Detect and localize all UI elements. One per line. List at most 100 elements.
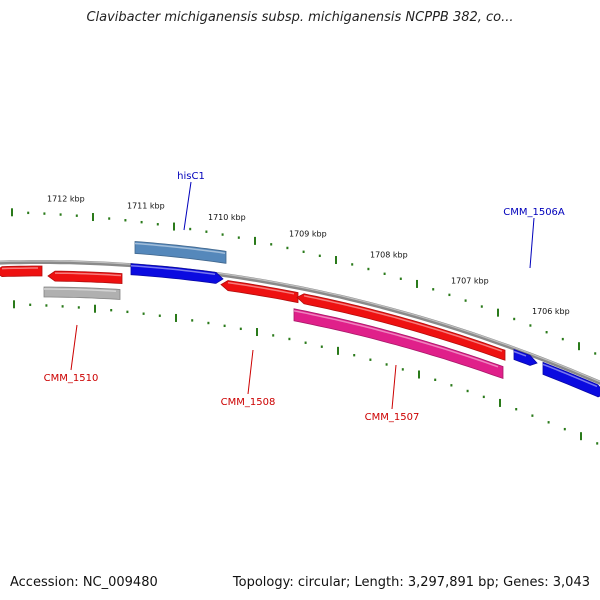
gene-feature-body[interactable] bbox=[134, 241, 227, 264]
gene-label-leaders bbox=[70, 181, 535, 410]
gene-label[interactable]: CMM_1510 bbox=[44, 373, 99, 384]
scale-tick-labels: 1712 kbp 1711 kbp 1710 kbp 1709 kbp 1708 kbp… bbox=[47, 195, 570, 316]
scale-dot bbox=[77, 306, 80, 309]
gene-label-leader bbox=[529, 217, 535, 269]
scale-dot bbox=[497, 308, 499, 317]
scale-dot bbox=[335, 256, 337, 265]
gene-feature-cmm1510_gray[interactable] bbox=[43, 286, 121, 300]
scale-dot bbox=[401, 368, 404, 371]
scale-dot bbox=[11, 208, 13, 217]
gene-feature-highlight bbox=[513, 350, 527, 357]
lower-scale-dots bbox=[13, 300, 599, 445]
scale-dot bbox=[270, 243, 273, 246]
scale-dot bbox=[140, 220, 143, 224]
scale-dot bbox=[45, 304, 48, 307]
gene-feature-body[interactable] bbox=[542, 361, 600, 398]
gene-feature-highlight bbox=[293, 310, 499, 368]
gene-feature-hisc1_steel[interactable] bbox=[134, 241, 227, 264]
scale-tick-label: 1712 kbp bbox=[47, 195, 85, 204]
scale-dot bbox=[367, 267, 370, 271]
scale-dot bbox=[191, 319, 194, 322]
gene-feature-cmm1507_pink[interactable] bbox=[293, 308, 504, 380]
gene-feature-highlight bbox=[54, 272, 122, 277]
gene-label[interactable]: CMM_1507 bbox=[365, 412, 420, 423]
gene-feature-body[interactable] bbox=[293, 308, 504, 380]
scale-dot bbox=[61, 305, 64, 308]
scale-dot bbox=[318, 254, 321, 258]
scale-dot bbox=[142, 312, 145, 315]
map-title: Clavibacter michiganensis subsp. michiga… bbox=[86, 10, 514, 25]
gene-feature-highlight bbox=[542, 363, 598, 388]
scale-dot bbox=[254, 236, 256, 245]
scale-dot bbox=[124, 219, 127, 222]
scale-dot bbox=[337, 346, 339, 355]
scale-dot bbox=[189, 227, 192, 231]
scale-dot bbox=[432, 288, 435, 291]
scale-dot bbox=[561, 337, 564, 341]
accession-text: Accession: NC_009480 bbox=[10, 575, 158, 590]
scale-dot bbox=[223, 324, 226, 328]
scale-dot bbox=[29, 303, 32, 306]
gene-feature-hisc1_blue[interactable] bbox=[130, 263, 224, 284]
scale-tick-label: 1706 kbp bbox=[532, 307, 570, 316]
gene-features[interactable] bbox=[0, 241, 600, 398]
scale-dot bbox=[237, 236, 240, 239]
gene-feature-highlight bbox=[134, 242, 226, 254]
gene-feature-highlight bbox=[44, 288, 117, 292]
scale-tick-label: 1711 kbp bbox=[127, 201, 165, 210]
scale-dot bbox=[272, 334, 275, 337]
scale-dot bbox=[450, 384, 453, 387]
scale-dot bbox=[126, 310, 129, 314]
scale-dot bbox=[173, 222, 175, 231]
gene-feature-body[interactable] bbox=[296, 293, 506, 361]
scale-dot bbox=[351, 263, 354, 266]
scale-dot bbox=[320, 345, 323, 348]
gene-label[interactable]: CMM_1506A bbox=[503, 207, 565, 218]
scale-dot bbox=[110, 308, 113, 312]
scale-dot bbox=[369, 358, 372, 361]
gene-feature-highlight bbox=[227, 281, 295, 295]
gene-label[interactable]: hisC1 bbox=[177, 171, 205, 182]
scale-dot bbox=[353, 353, 356, 357]
scale-dot bbox=[205, 230, 208, 233]
scale-dot bbox=[547, 421, 550, 424]
scale-dot bbox=[545, 331, 548, 334]
scale-tick-label: 1710 kbp bbox=[208, 213, 246, 222]
scale-dot bbox=[515, 408, 518, 411]
scale-dot bbox=[594, 352, 597, 355]
gene-feature-red_far_left[interactable] bbox=[0, 265, 43, 278]
scale-dot bbox=[529, 324, 532, 327]
scale-dot bbox=[482, 395, 485, 399]
scale-dot bbox=[383, 272, 386, 275]
scale-dot bbox=[596, 442, 599, 445]
scale-dot bbox=[480, 305, 483, 308]
scale-dot bbox=[464, 299, 467, 302]
gene-feature-cmm1510_red[interactable] bbox=[47, 270, 123, 285]
scale-dot bbox=[94, 304, 96, 313]
backbone-highlight bbox=[0, 260, 600, 383]
scale-dot bbox=[108, 217, 111, 220]
gene-feature-blue_far_right[interactable] bbox=[542, 361, 600, 398]
gene-feature-cmm1506a[interactable] bbox=[513, 348, 538, 366]
gene-label-leader bbox=[183, 181, 192, 231]
gene-labels[interactable]: hisC1 CMM_1506A CMM_1510 CMM_1508 CMM_1507 bbox=[44, 171, 565, 423]
scale-tick-label: 1709 kbp bbox=[289, 229, 327, 238]
scale-dot bbox=[256, 328, 258, 337]
scale-dot bbox=[59, 213, 62, 216]
scale-dot bbox=[92, 213, 94, 222]
scale-dot bbox=[418, 370, 420, 379]
gene-feature-highlight bbox=[1, 267, 38, 270]
scale-dot bbox=[513, 317, 516, 321]
gene-feature-body[interactable] bbox=[130, 263, 224, 284]
scale-dot bbox=[239, 327, 242, 331]
scale-dot bbox=[399, 277, 402, 280]
scale-dot bbox=[304, 341, 307, 344]
gene-feature-cmm1507_red[interactable] bbox=[296, 293, 506, 361]
gene-label[interactable]: CMM_1508 bbox=[221, 397, 276, 408]
scale-dot bbox=[27, 211, 30, 215]
scale-dot bbox=[175, 313, 177, 322]
scale-dot bbox=[75, 214, 78, 217]
scale-tick-label: 1708 kbp bbox=[370, 250, 408, 259]
scale-dot bbox=[434, 378, 437, 382]
